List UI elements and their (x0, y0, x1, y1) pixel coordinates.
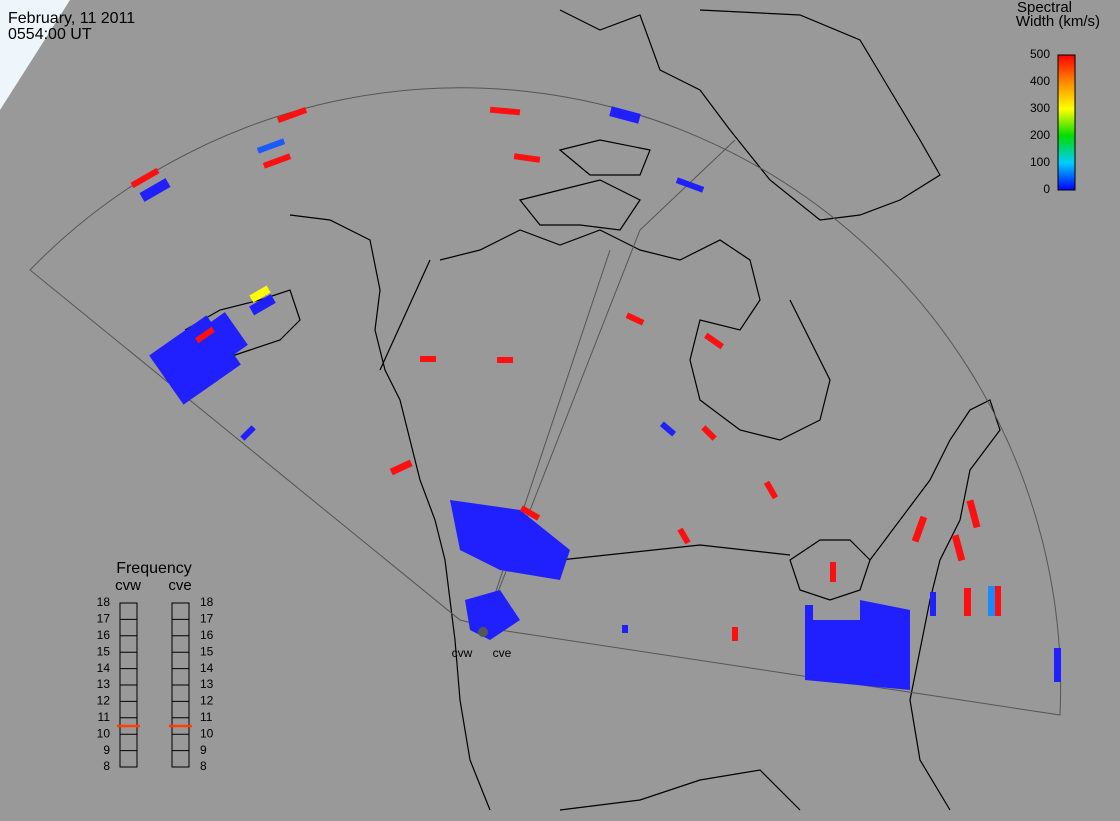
radar-name: cve (168, 577, 191, 594)
frequency-tick-label: 18 (97, 595, 111, 609)
frequency-tick-label: 11 (98, 710, 111, 724)
white-corner (0, 0, 70, 110)
frequency-tick-label: 15 (200, 644, 214, 658)
frequency-tick-label: 10 (97, 726, 111, 740)
radar-name: cvw (115, 577, 141, 594)
radar-site (478, 627, 488, 637)
frequency-tick-label: 8 (103, 759, 110, 773)
frequency-tick-label: 17 (97, 612, 111, 626)
frequency-tick-label: 12 (97, 694, 111, 708)
station-label: cvw (452, 646, 473, 660)
echoes (130, 106, 1061, 690)
frequency-tick-label: 9 (103, 743, 110, 757)
colorbar-tick-label: 300 (1030, 101, 1050, 115)
colorbar-tick-label: 0 (1043, 182, 1050, 196)
frequency-title: Frequency (116, 560, 192, 577)
frequency-tick-label: 17 (200, 612, 214, 626)
coastlines (184, 9, 1001, 811)
colorbar-tick-label: 200 (1030, 128, 1050, 142)
frequency-tick-label: 14 (97, 661, 111, 675)
frequency-tick-label: 18 (200, 595, 214, 609)
colorbar-tick-label: 100 (1030, 155, 1050, 169)
colorbar-tick-label: 400 (1030, 74, 1050, 88)
frequency-tick-label: 15 (97, 644, 111, 658)
colorbar-title: Width (km/s) (1016, 13, 1100, 30)
frequency-tick-label: 13 (200, 677, 214, 691)
frequency-tick-label: 16 (200, 628, 214, 642)
station-label: cve (493, 646, 512, 660)
frequency-tick-label: 11 (200, 710, 213, 724)
colorbar-tick-label: 500 (1030, 47, 1050, 61)
frequency-tick-label: 16 (97, 628, 111, 642)
frequency-tick-label: 14 (200, 661, 214, 675)
frequency-tick-label: 8 (200, 759, 207, 773)
colorbar (1057, 54, 1076, 191)
frequency-tick-label: 9 (200, 743, 207, 757)
colorbar-title: Spectral (1017, 0, 1072, 16)
frequency-tick-label: 12 (200, 694, 214, 708)
date: February, 11 2011 (8, 10, 135, 27)
frequency-tick-label: 10 (200, 726, 214, 740)
time: 0554:00 UT (8, 26, 92, 43)
frequency-tick-label: 13 (97, 677, 111, 691)
